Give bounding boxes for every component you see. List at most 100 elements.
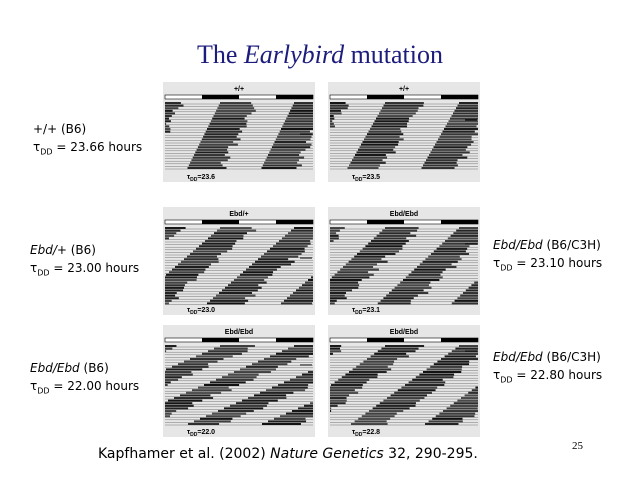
- activity: [354, 255, 386, 258]
- activity: [448, 352, 478, 355]
- activity: [165, 109, 173, 112]
- activity: [419, 373, 455, 376]
- tau: τ: [187, 307, 191, 314]
- title: The Earlybird mutation: [0, 40, 640, 70]
- activity: [165, 376, 182, 379]
- activity: [451, 302, 478, 305]
- activity: [405, 276, 443, 279]
- activity: [240, 368, 277, 371]
- title-italic: Earlybird: [243, 40, 345, 69]
- strain: (B6): [60, 122, 87, 136]
- activity: [172, 365, 209, 368]
- activity: [165, 404, 194, 407]
- activity: [345, 373, 378, 376]
- tau: τ: [30, 261, 38, 275]
- activity: [218, 104, 253, 107]
- activity: [165, 350, 167, 353]
- tau: τ: [352, 307, 356, 314]
- activity: [330, 107, 348, 110]
- activity: [296, 289, 313, 292]
- activity: [430, 151, 470, 154]
- tau: τ: [493, 256, 501, 270]
- activity: [217, 107, 255, 110]
- activity: [228, 373, 259, 376]
- activity: [282, 125, 313, 128]
- activity: [214, 347, 248, 350]
- genotype: Ebd/+: [30, 243, 67, 257]
- activity: [459, 345, 478, 347]
- activity: [220, 345, 255, 347]
- activity: [446, 407, 478, 410]
- tau: τ: [352, 174, 356, 181]
- activity: [169, 271, 205, 274]
- activity: [282, 350, 313, 353]
- activity: [457, 399, 478, 402]
- activity: [230, 404, 267, 407]
- activity: [260, 391, 294, 394]
- panel-header: +/+: [234, 86, 244, 93]
- activity: [220, 227, 252, 229]
- tau: τ: [187, 429, 191, 436]
- activity: [365, 412, 397, 415]
- activity: [288, 112, 313, 115]
- activity: [454, 299, 478, 302]
- activity: [362, 247, 403, 250]
- activity: [468, 391, 478, 394]
- activity: [394, 391, 432, 394]
- panel-header: Ebd/Ebd: [390, 329, 418, 336]
- genotype-label: Ebd/Ebd (B6/C3H) τDD = 22.80 hours: [493, 348, 602, 389]
- activity: [377, 350, 416, 353]
- tau: τ: [187, 174, 191, 181]
- panel-header: +/+: [399, 86, 409, 93]
- activity: [358, 148, 394, 151]
- actogram: Ebd/Ebd τDD=23.1: [328, 207, 480, 316]
- activity: [459, 102, 478, 104]
- tau: τ: [352, 429, 356, 436]
- activity: [397, 284, 429, 287]
- activity: [330, 227, 345, 229]
- activity: [278, 384, 309, 386]
- activity: [435, 143, 472, 146]
- activity: [181, 260, 219, 263]
- activity: [255, 260, 295, 263]
- activity: [382, 229, 418, 232]
- activity: [234, 371, 271, 373]
- dark-bar: [276, 220, 313, 224]
- panel-footer: τDD=23.5: [352, 174, 380, 183]
- period: = 22.80 hours: [516, 368, 603, 382]
- tau-sub: DD: [500, 375, 513, 385]
- activity: [287, 115, 313, 117]
- activity: [417, 266, 457, 268]
- activity: [421, 167, 455, 169]
- genotype: +/+: [33, 122, 58, 136]
- activity: [445, 125, 477, 128]
- activity: [165, 373, 193, 376]
- value: =23.1: [362, 307, 380, 314]
- activity: [296, 376, 313, 379]
- activity: [365, 245, 403, 248]
- activity: [252, 363, 288, 366]
- activity: [287, 297, 313, 300]
- activity: [351, 423, 388, 425]
- activity: [283, 122, 313, 125]
- activity: [293, 292, 313, 294]
- tau: τ: [33, 140, 41, 154]
- genotype-label: +/+ (B6) τDD = 23.66 hours: [33, 120, 142, 161]
- activity: [165, 292, 177, 294]
- activity: [211, 234, 244, 237]
- activity: [347, 167, 379, 169]
- activity: [254, 394, 287, 397]
- activity: [379, 112, 416, 115]
- activity: [330, 279, 362, 281]
- dark-bar: [202, 220, 239, 224]
- activity: [330, 294, 345, 297]
- activity: [166, 368, 203, 371]
- activity: [371, 240, 409, 242]
- activity: [389, 292, 429, 294]
- activity: [439, 412, 476, 415]
- activity: [431, 253, 470, 255]
- activity: [423, 371, 462, 373]
- activity: [411, 271, 443, 274]
- activity: [330, 112, 342, 115]
- genotype: Ebd/Ebd: [493, 238, 543, 252]
